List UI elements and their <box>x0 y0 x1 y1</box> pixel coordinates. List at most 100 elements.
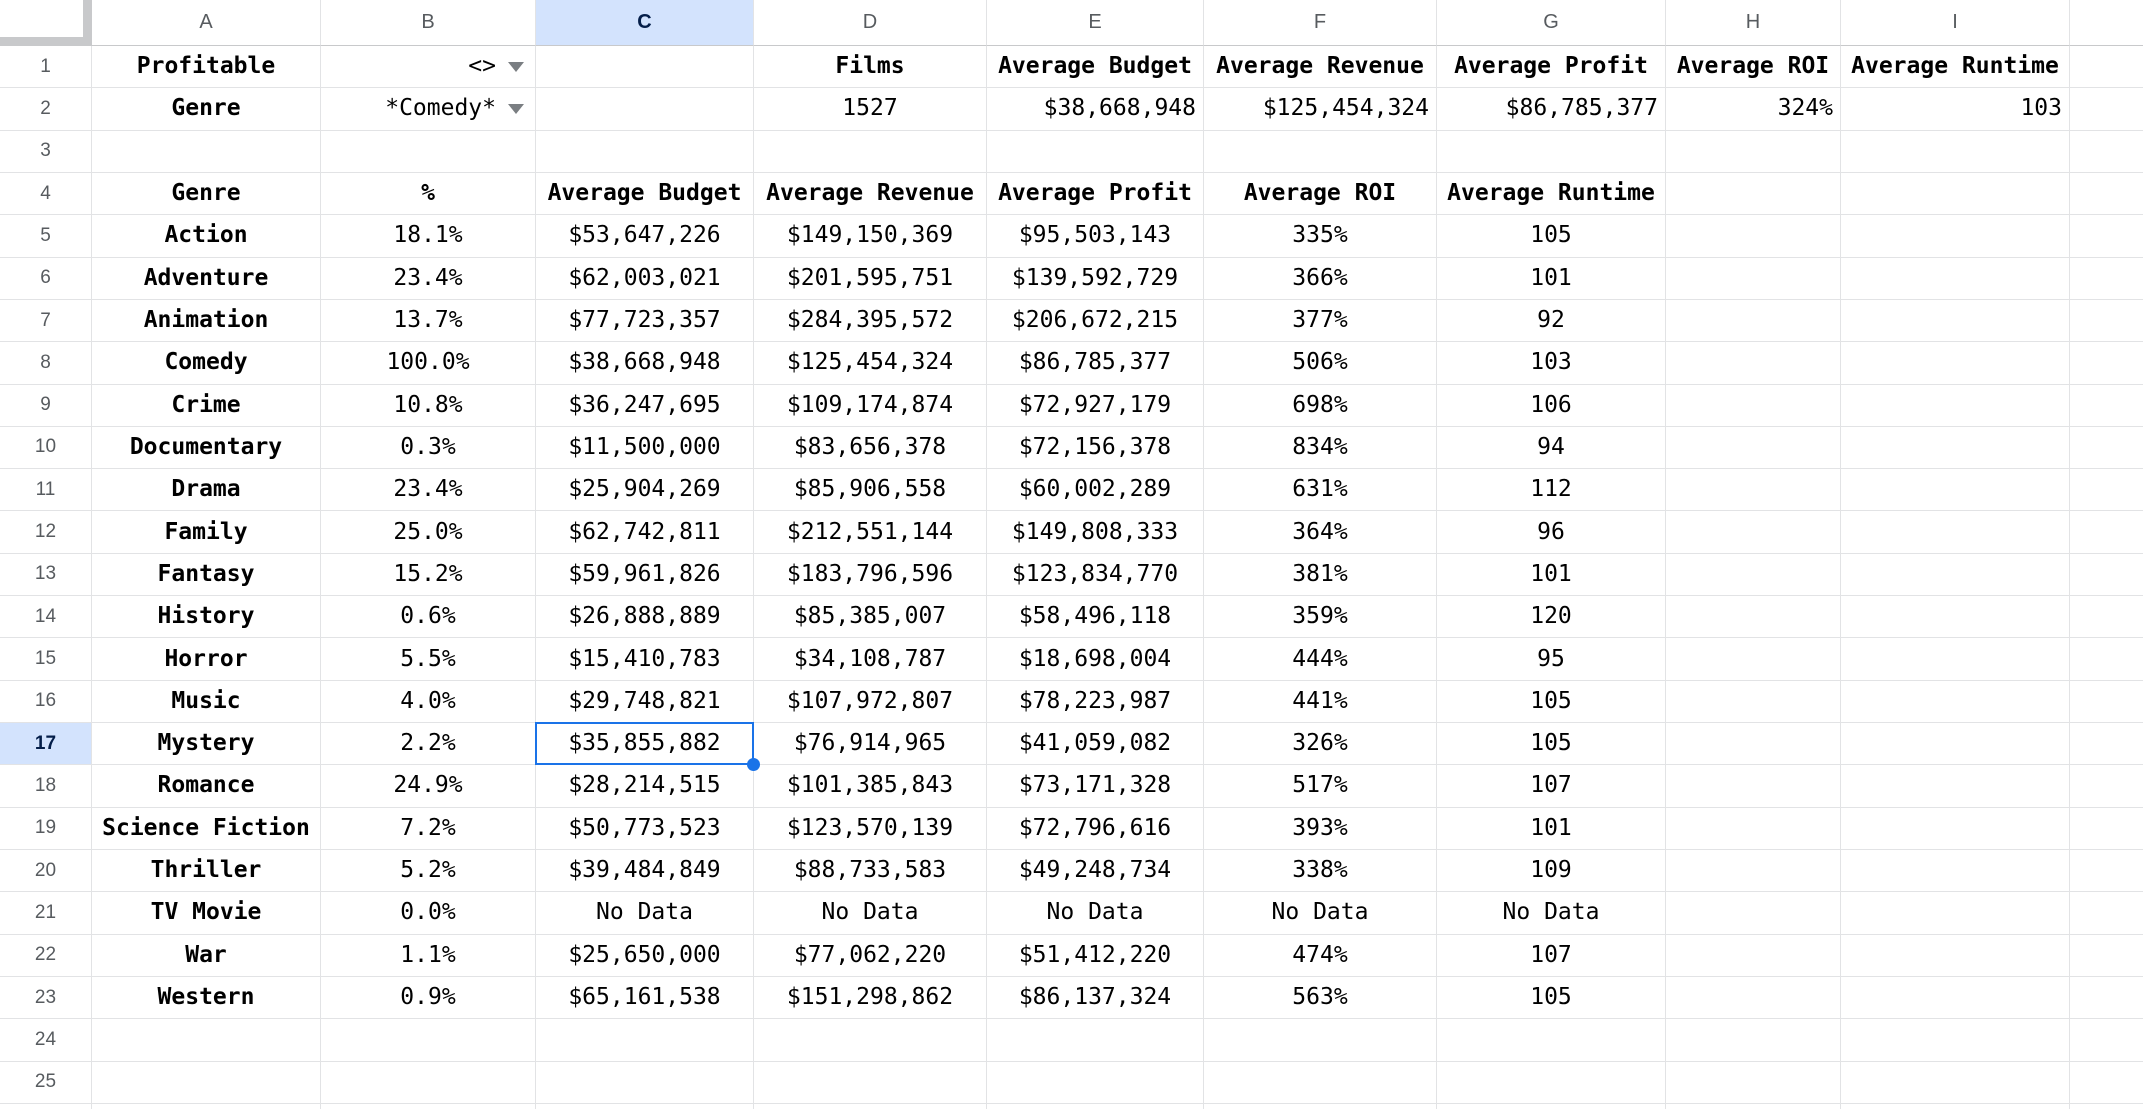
row-header-18[interactable]: 18 <box>0 765 92 808</box>
cell-D23[interactable]: $151,298,862 <box>754 976 987 1020</box>
cell-G23[interactable]: 105 <box>1437 976 1666 1020</box>
cell-A16[interactable]: Music <box>92 680 321 723</box>
cell-F17[interactable]: 326% <box>1204 723 1437 766</box>
cell-I16[interactable] <box>1841 680 2070 723</box>
cell-H23[interactable] <box>1666 976 1841 1020</box>
row-header-2[interactable]: 2 <box>0 88 92 131</box>
cell-I24[interactable] <box>1841 1019 2070 1062</box>
row-header-25[interactable]: 25 <box>0 1061 92 1104</box>
cell-C22[interactable]: $25,650,000 <box>536 934 754 977</box>
cell-E2[interactable]: $38,668,948 <box>987 88 1204 131</box>
cell-H20[interactable] <box>1666 849 1841 893</box>
cell-A22[interactable]: War <box>92 934 321 977</box>
cell-H8[interactable] <box>1666 342 1841 385</box>
cell-C2[interactable] <box>536 88 754 131</box>
cell-I9[interactable] <box>1841 384 2070 427</box>
cell-B14[interactable]: 0.6% <box>321 596 536 639</box>
cell-D19[interactable]: $123,570,139 <box>754 807 987 850</box>
col-header-E[interactable]: E <box>987 0 1204 46</box>
cell-C19[interactable]: $50,773,523 <box>536 807 754 850</box>
cell-A17[interactable]: Mystery <box>92 723 321 766</box>
cell-B20[interactable]: 5.2% <box>321 849 536 893</box>
cell-C23[interactable]: $65,161,538 <box>536 976 754 1020</box>
cell-B3[interactable] <box>321 130 536 173</box>
cell-D12[interactable]: $212,551,144 <box>754 511 987 554</box>
cell-I18[interactable] <box>1841 765 2070 808</box>
cell-E21[interactable]: No Data <box>987 892 1204 935</box>
cell-B1[interactable]: <> <box>321 46 536 89</box>
cell-D16[interactable]: $107,972,807 <box>754 680 987 723</box>
cell-E22[interactable]: $51,412,220 <box>987 934 1204 977</box>
cell-B8[interactable]: 100.0% <box>321 342 536 385</box>
cell-A8[interactable]: Comedy <box>92 342 321 385</box>
cell-H17[interactable] <box>1666 723 1841 766</box>
cell-B16[interactable]: 4.0% <box>321 680 536 723</box>
row-header-16[interactable]: 16 <box>0 680 92 723</box>
cell-H5[interactable] <box>1666 215 1841 258</box>
cell-B21[interactable]: 0.0% <box>321 892 536 935</box>
cell-E6[interactable]: $139,592,729 <box>987 257 1204 300</box>
col-header-C[interactable]: C <box>536 0 754 46</box>
cell-G25[interactable] <box>1437 1061 1666 1104</box>
cell-I13[interactable] <box>1841 553 2070 597</box>
cell-I23[interactable] <box>1841 976 2070 1020</box>
cell-H11[interactable] <box>1666 469 1841 512</box>
cell-H14[interactable] <box>1666 596 1841 639</box>
cell-G2[interactable]: $86,785,377 <box>1437 88 1666 131</box>
cell-C1[interactable] <box>536 46 754 89</box>
cell-H3[interactable] <box>1666 130 1841 173</box>
cell-A15[interactable]: Horror <box>92 638 321 681</box>
cell-I19[interactable] <box>1841 807 2070 850</box>
cell-G12[interactable]: 96 <box>1437 511 1666 554</box>
cell-E14[interactable]: $58,496,118 <box>987 596 1204 639</box>
cell-G9[interactable]: 106 <box>1437 384 1666 427</box>
row-header-20[interactable]: 20 <box>0 849 92 893</box>
cell-D17[interactable]: $76,914,965 <box>754 723 987 766</box>
cell-E24[interactable] <box>987 1019 1204 1062</box>
cell-D20[interactable]: $88,733,583 <box>754 849 987 893</box>
row-header-6[interactable]: 6 <box>0 257 92 300</box>
cell-C5[interactable]: $53,647,226 <box>536 215 754 258</box>
cell-C4[interactable]: Average Budget <box>536 172 754 216</box>
cell-G10[interactable]: 94 <box>1437 426 1666 470</box>
cell-A24[interactable] <box>92 1019 321 1062</box>
cell-F7[interactable]: 377% <box>1204 299 1437 343</box>
cell-B18[interactable]: 24.9% <box>321 765 536 808</box>
cell-H15[interactable] <box>1666 638 1841 681</box>
cell-C17[interactable]: $35,855,882 <box>535 722 760 772</box>
cell-D5[interactable]: $149,150,369 <box>754 215 987 258</box>
cell-F8[interactable]: 506% <box>1204 342 1437 385</box>
cell-F10[interactable]: 834% <box>1204 426 1437 470</box>
cell-G19[interactable]: 101 <box>1437 807 1666 850</box>
cell-C6[interactable]: $62,003,021 <box>536 257 754 300</box>
cell-G11[interactable]: 112 <box>1437 469 1666 512</box>
row-header-4[interactable]: 4 <box>0 172 92 216</box>
cell-F24[interactable] <box>1204 1019 1437 1062</box>
cell-D13[interactable]: $183,796,596 <box>754 553 987 597</box>
cell-G18[interactable]: 107 <box>1437 765 1666 808</box>
row-header-12[interactable]: 12 <box>0 511 92 554</box>
dropdown-arrow-icon[interactable] <box>508 61 524 72</box>
cell-A7[interactable]: Animation <box>92 299 321 343</box>
cell-H12[interactable] <box>1666 511 1841 554</box>
cell-A11[interactable]: Drama <box>92 469 321 512</box>
cell-I5[interactable] <box>1841 215 2070 258</box>
cell-B19[interactable]: 7.2% <box>321 807 536 850</box>
cell-H1[interactable]: Average ROI <box>1666 46 1841 89</box>
cell-I12[interactable] <box>1841 511 2070 554</box>
cell-G6[interactable]: 101 <box>1437 257 1666 300</box>
cell-A10[interactable]: Documentary <box>92 426 321 470</box>
cell-I14[interactable] <box>1841 596 2070 639</box>
cell-A2[interactable]: Genre <box>92 88 321 131</box>
cell-B17[interactable]: 2.2% <box>321 723 536 766</box>
cell-F1[interactable]: Average Revenue <box>1204 46 1437 89</box>
cell-H16[interactable] <box>1666 680 1841 723</box>
cell-F13[interactable]: 381% <box>1204 553 1437 597</box>
cell-H7[interactable] <box>1666 299 1841 343</box>
cell-D14[interactable]: $85,385,007 <box>754 596 987 639</box>
cell-G5[interactable]: 105 <box>1437 215 1666 258</box>
cell-I7[interactable] <box>1841 299 2070 343</box>
col-header-G[interactable]: G <box>1437 0 1666 46</box>
cell-B5[interactable]: 18.1% <box>321 215 536 258</box>
cell-E23[interactable]: $86,137,324 <box>987 976 1204 1020</box>
